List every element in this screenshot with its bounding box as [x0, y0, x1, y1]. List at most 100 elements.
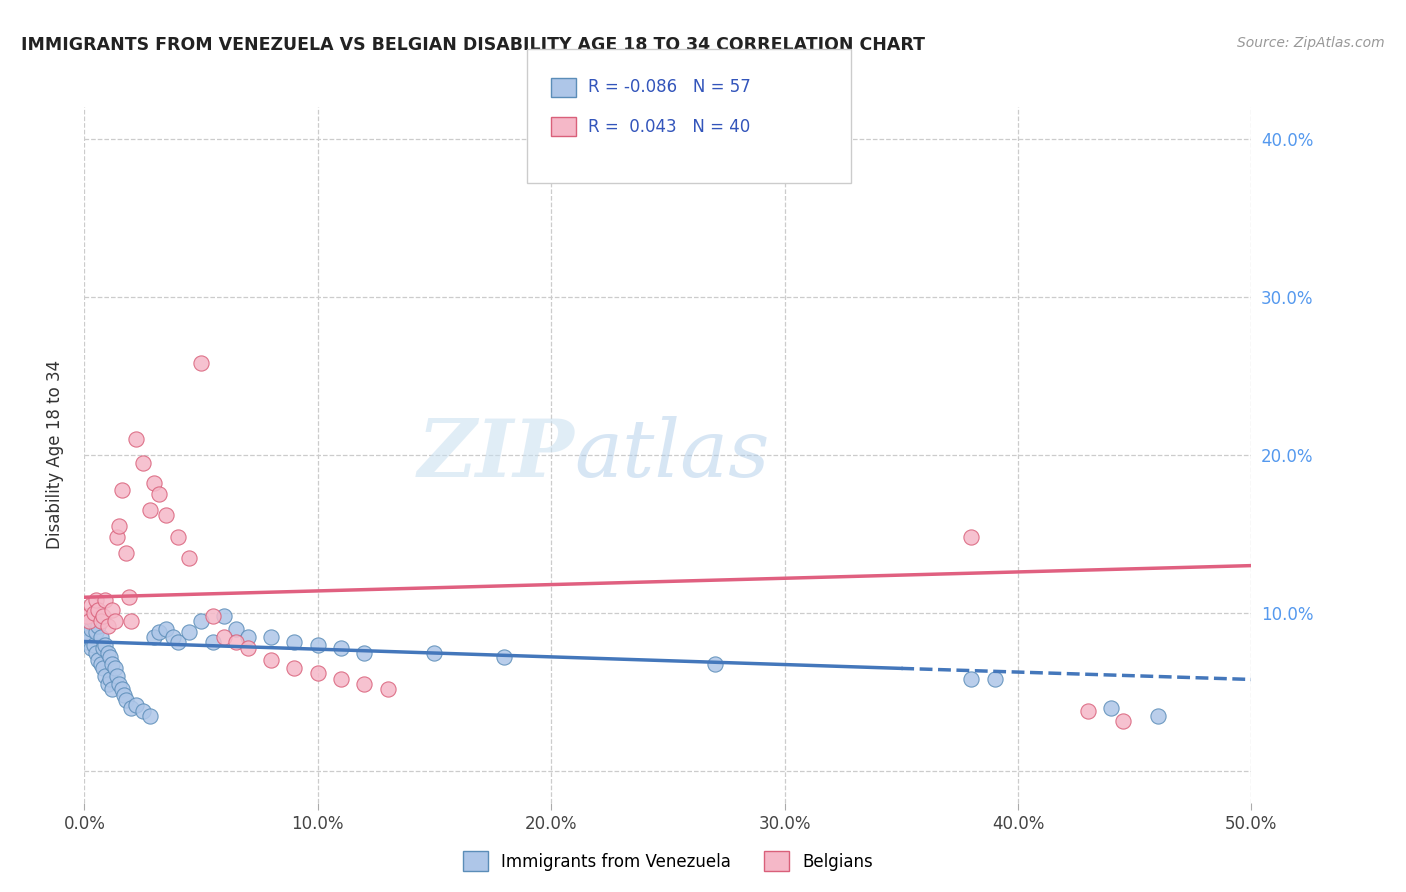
- Point: [1077, 704, 1099, 718]
- Point: [80, 640, 103, 655]
- Point: [330, 640, 353, 655]
- Point: [166, 530, 188, 544]
- Text: R = -0.086   N = 57: R = -0.086 N = 57: [588, 78, 751, 96]
- Point: [353, 646, 375, 660]
- Point: [104, 614, 127, 628]
- Point: [76, 634, 98, 648]
- Point: [283, 661, 305, 675]
- Point: [87, 653, 110, 667]
- Point: [101, 681, 124, 696]
- Text: Source: ZipAtlas.com: Source: ZipAtlas.com: [1237, 36, 1385, 50]
- Point: [84, 625, 107, 640]
- Point: [105, 669, 128, 683]
- Point: [77, 630, 100, 644]
- Point: [260, 653, 283, 667]
- Point: [83, 614, 105, 628]
- Point: [201, 609, 224, 624]
- Y-axis label: Disability Age 18 to 34: Disability Age 18 to 34: [45, 360, 63, 549]
- Text: atlas: atlas: [575, 417, 770, 493]
- Point: [143, 630, 166, 644]
- Point: [91, 661, 114, 675]
- Point: [101, 657, 124, 671]
- Legend: Immigrants from Venezuela, Belgians: Immigrants from Venezuela, Belgians: [456, 845, 880, 878]
- Point: [125, 432, 148, 446]
- Point: [225, 634, 247, 648]
- Point: [104, 661, 127, 675]
- Point: [87, 603, 110, 617]
- Point: [960, 530, 983, 544]
- Text: R =  0.043   N = 40: R = 0.043 N = 40: [588, 118, 749, 136]
- Point: [97, 646, 120, 660]
- Point: [960, 673, 983, 687]
- Point: [155, 622, 177, 636]
- Point: [105, 530, 128, 544]
- Point: [94, 669, 117, 683]
- Point: [90, 657, 112, 671]
- Point: [353, 677, 375, 691]
- Point: [225, 622, 247, 636]
- Point: [84, 593, 107, 607]
- Point: [201, 634, 224, 648]
- Point: [214, 630, 236, 644]
- Point: [703, 657, 725, 671]
- Point: [97, 677, 120, 691]
- Point: [90, 630, 112, 644]
- Point: [307, 666, 329, 681]
- Point: [108, 519, 131, 533]
- Text: IMMIGRANTS FROM VENEZUELA VS BELGIAN DISABILITY AGE 18 TO 34 CORRELATION CHART: IMMIGRANTS FROM VENEZUELA VS BELGIAN DIS…: [21, 36, 925, 54]
- Point: [307, 638, 329, 652]
- Point: [115, 693, 138, 707]
- Point: [83, 606, 105, 620]
- Point: [120, 614, 142, 628]
- Point: [83, 638, 105, 652]
- Point: [111, 681, 134, 696]
- Point: [80, 622, 103, 636]
- Point: [236, 640, 259, 655]
- Point: [179, 550, 201, 565]
- Point: [260, 630, 283, 644]
- Point: [91, 609, 114, 624]
- Point: [143, 476, 166, 491]
- Point: [77, 618, 100, 632]
- Point: [1099, 701, 1122, 715]
- Point: [148, 625, 170, 640]
- Point: [98, 673, 121, 687]
- Point: [190, 356, 212, 370]
- Point: [101, 603, 124, 617]
- Point: [166, 634, 188, 648]
- Point: [179, 625, 201, 640]
- Point: [94, 638, 117, 652]
- Point: [77, 614, 100, 628]
- Point: [132, 456, 155, 470]
- Text: ZIP: ZIP: [418, 417, 575, 493]
- Point: [138, 708, 160, 723]
- Point: [423, 646, 446, 660]
- Point: [1112, 714, 1135, 728]
- Point: [214, 609, 236, 624]
- Point: [91, 640, 114, 655]
- Point: [118, 591, 141, 605]
- Point: [283, 634, 305, 648]
- Point: [112, 688, 135, 702]
- Point: [138, 503, 160, 517]
- Point: [97, 618, 120, 632]
- Point: [108, 677, 131, 691]
- Point: [84, 646, 107, 660]
- Point: [983, 673, 1005, 687]
- Point: [120, 701, 142, 715]
- Point: [115, 546, 138, 560]
- Point: [76, 625, 98, 640]
- Point: [377, 681, 399, 696]
- Point: [236, 630, 259, 644]
- Point: [162, 630, 184, 644]
- Point: [132, 704, 155, 718]
- Point: [1147, 708, 1170, 723]
- Point: [190, 614, 212, 628]
- Point: [111, 483, 134, 497]
- Point: [330, 673, 353, 687]
- Point: [125, 698, 148, 712]
- Point: [87, 618, 110, 632]
- Point: [98, 650, 121, 665]
- Point: [76, 609, 98, 624]
- Point: [494, 650, 516, 665]
